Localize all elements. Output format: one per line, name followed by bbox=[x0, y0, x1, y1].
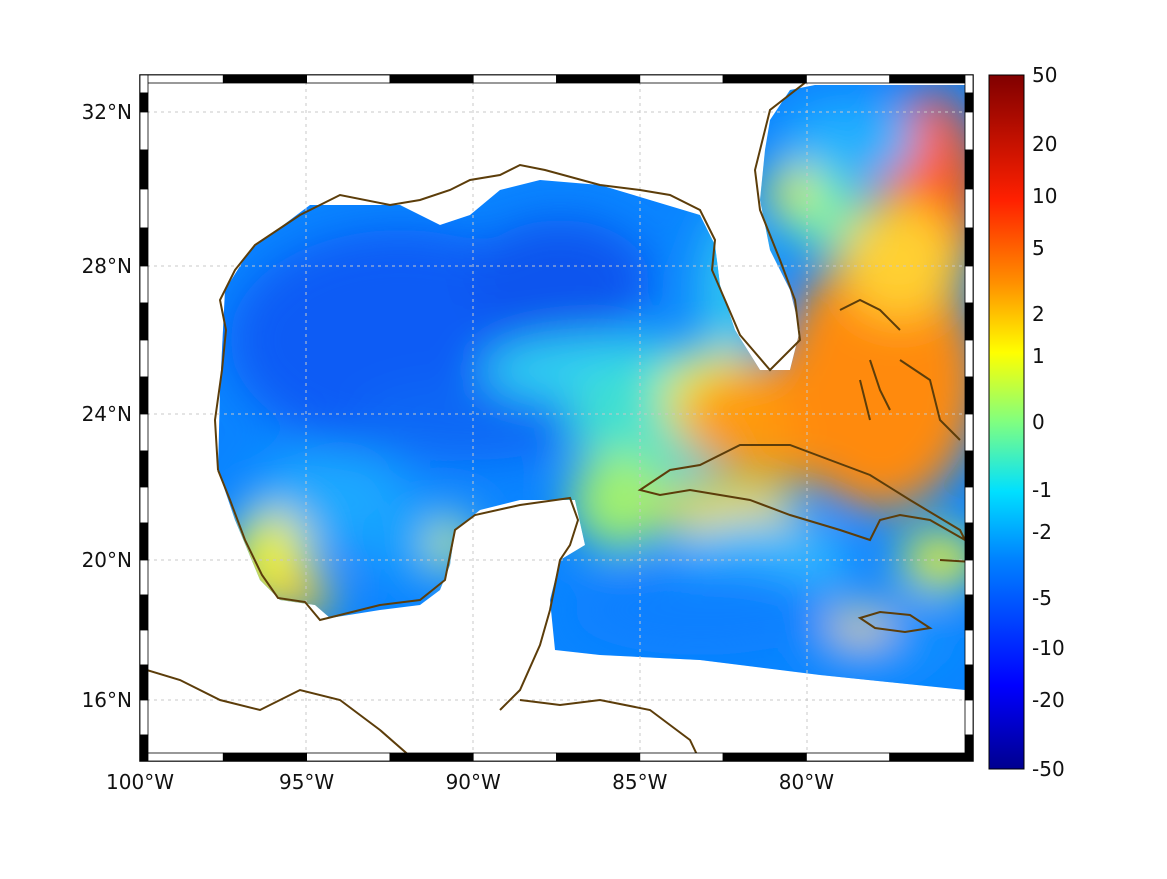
frame-scale-segment bbox=[556, 74, 641, 84]
frame-scale-segment bbox=[389, 752, 474, 762]
frame-scale-segment bbox=[139, 111, 149, 151]
colorbar-tick-label: 20 bbox=[1032, 132, 1058, 156]
frame-scale-segment bbox=[964, 486, 974, 524]
jamaica bbox=[857, 610, 933, 634]
frame-scale-segment bbox=[889, 74, 974, 84]
frame-scale-segment bbox=[806, 74, 891, 84]
frame-scale-segment bbox=[139, 486, 149, 524]
colorbar-tick-label: 5 bbox=[1032, 236, 1045, 260]
map-frame bbox=[139, 74, 974, 762]
frame-scale-segment bbox=[139, 74, 149, 94]
frame-scale-segment bbox=[139, 450, 149, 488]
cuba bbox=[637, 444, 968, 543]
frame-scale-segment bbox=[139, 413, 149, 452]
mexico-coast bbox=[217, 469, 580, 711]
frame-scale-segment bbox=[806, 752, 891, 762]
frame-scale-segment bbox=[139, 149, 149, 190]
coastlines bbox=[140, 75, 973, 761]
frame-scale-segment bbox=[139, 227, 149, 267]
colorbar-tick-label: -5 bbox=[1032, 586, 1052, 610]
frame-scale-segment bbox=[964, 376, 974, 415]
frame-scale-segment bbox=[472, 752, 557, 762]
colorbar-tick-label: 0 bbox=[1032, 410, 1045, 434]
frame-scale-segment bbox=[139, 339, 149, 378]
colorbar-tick-label: -1 bbox=[1032, 478, 1052, 502]
frame-scale-segment bbox=[964, 413, 974, 452]
frame-scale-segment bbox=[139, 734, 149, 762]
lat-tick-label: 28°N bbox=[81, 254, 132, 278]
frame-scale-segment bbox=[964, 74, 974, 94]
lat-tick-label: 20°N bbox=[81, 548, 132, 572]
frame-scale-segment bbox=[964, 111, 974, 151]
frame-scale-segment bbox=[964, 450, 974, 488]
frame-scale-segment bbox=[139, 699, 149, 736]
frame-scale-segment bbox=[139, 74, 224, 84]
frame-scale-segment bbox=[139, 522, 149, 561]
frame-scale-segment bbox=[556, 752, 641, 762]
frame-scale-segment bbox=[964, 339, 974, 378]
colorbar-tick-label: 50 bbox=[1032, 63, 1058, 87]
lon-tick-label: 85°W bbox=[612, 770, 668, 794]
frame-scale-segment bbox=[964, 227, 974, 267]
frame-scale-segment bbox=[964, 559, 974, 596]
lon-tick-label: 80°W bbox=[778, 770, 835, 794]
frame-scale-segment bbox=[964, 302, 974, 341]
colorbar-tick-label: -20 bbox=[1032, 688, 1065, 712]
lon-tick-label: 90°W bbox=[445, 770, 501, 794]
colorbar-gradient bbox=[988, 74, 1025, 770]
frame-scale-segment bbox=[964, 265, 974, 304]
frame-scale-segment bbox=[306, 752, 391, 762]
frame-scale-segment bbox=[139, 752, 224, 762]
frame-scale-segment bbox=[306, 74, 391, 84]
frame-scale-segment bbox=[964, 629, 974, 666]
frame-scale-segment bbox=[639, 74, 724, 84]
frame-scale-segment bbox=[964, 734, 974, 762]
lon-tick-label: 100°W bbox=[106, 770, 174, 794]
frame-scale-segment bbox=[389, 74, 474, 84]
frame-scale-segment bbox=[472, 74, 557, 84]
frame-scale-segment bbox=[964, 699, 974, 736]
bahamas bbox=[839, 298, 961, 441]
frame-scale-segment bbox=[222, 752, 308, 762]
lon-tick-label: 95°W bbox=[278, 770, 335, 794]
frame-scale-segment bbox=[964, 92, 974, 113]
colorbar-tick-label: 1 bbox=[1032, 344, 1045, 368]
frame-scale-segment bbox=[964, 522, 974, 561]
frame-scale-segment bbox=[722, 752, 807, 762]
colorbar-tick-label: 2 bbox=[1032, 302, 1045, 326]
frame-scale-segment bbox=[139, 265, 149, 304]
colorbar-tick-label: 10 bbox=[1032, 184, 1058, 208]
ocean-field bbox=[218, 85, 965, 690]
us-gulf-coast bbox=[213, 75, 816, 471]
frame-scale-segment bbox=[639, 752, 724, 762]
honduras-coast bbox=[519, 698, 701, 761]
frame-scale-segment bbox=[139, 92, 149, 113]
frame-scale-segment bbox=[139, 664, 149, 701]
frame-scale-segment bbox=[964, 149, 974, 190]
frame-scale-segment bbox=[964, 664, 974, 701]
lat-tick-label: 16°N bbox=[81, 688, 132, 712]
frame-scale-segment bbox=[889, 752, 974, 762]
colorbar-tick-label: -2 bbox=[1032, 520, 1052, 544]
frame-scale-segment bbox=[722, 74, 807, 84]
colorbar-tick-label: -50 bbox=[1032, 757, 1065, 781]
frame-scale-segment bbox=[139, 302, 149, 341]
lat-tick-label: 32°N bbox=[81, 100, 132, 124]
frame-scale-segment bbox=[964, 188, 974, 229]
frame-scale-segment bbox=[139, 629, 149, 666]
colorbar bbox=[988, 74, 1025, 770]
central-america-coast bbox=[140, 667, 417, 761]
colorbar-tick-label: -10 bbox=[1032, 636, 1065, 660]
frame-scale-segment bbox=[139, 376, 149, 415]
frame-scale-segment bbox=[222, 74, 308, 84]
frame-scale-segment bbox=[139, 559, 149, 596]
lat-tick-label: 24°N bbox=[81, 402, 132, 426]
frame-scale-segment bbox=[139, 188, 149, 229]
frame-scale-segment bbox=[964, 594, 974, 631]
frame-scale-segment bbox=[139, 594, 149, 631]
